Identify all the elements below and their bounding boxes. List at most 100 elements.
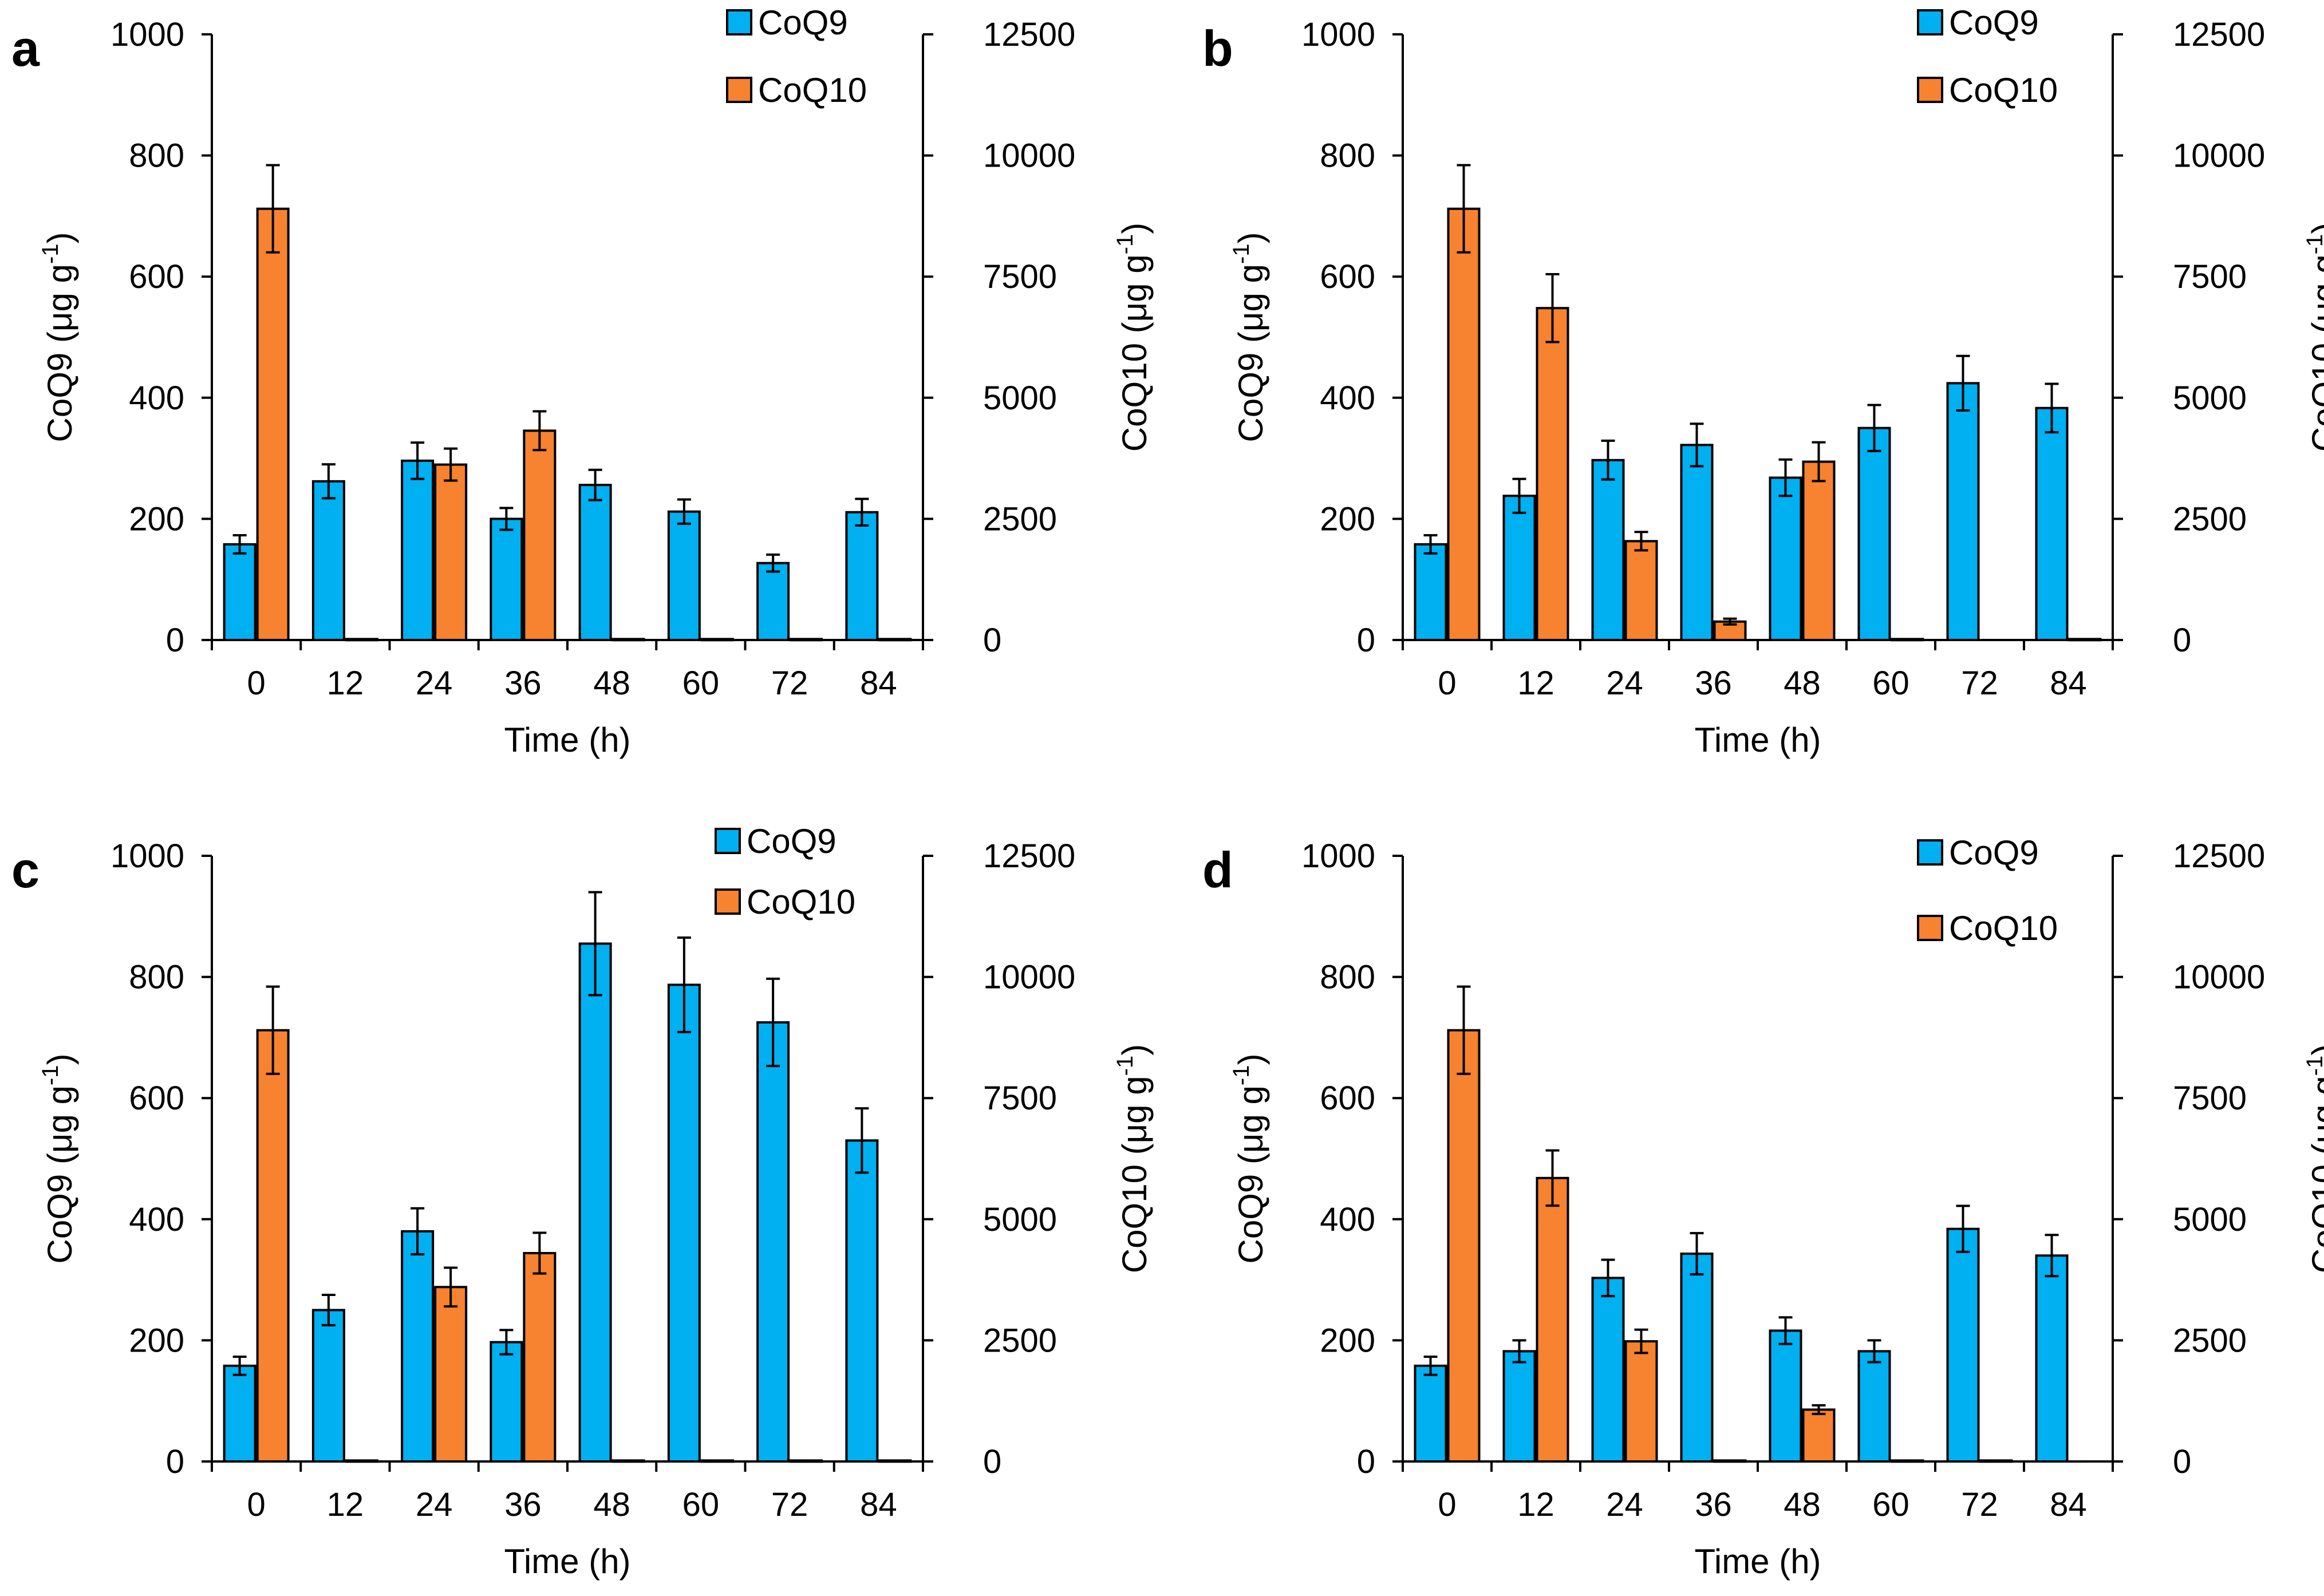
right-tick-label: 0 bbox=[2173, 1443, 2191, 1480]
left-axis-label-close: ) bbox=[41, 1054, 79, 1065]
left-tick-label: 400 bbox=[1320, 380, 1375, 417]
bar-coq10-t12 bbox=[1536, 1176, 1569, 1463]
left-tick-label: 600 bbox=[129, 1080, 184, 1117]
bar-coq9-t0 bbox=[1414, 543, 1447, 641]
x-tick-label: 0 bbox=[1438, 665, 1456, 702]
x-tick-label: 12 bbox=[327, 1486, 364, 1523]
legend-swatch-coq9 bbox=[726, 9, 752, 35]
bar-coq10-t24 bbox=[434, 463, 468, 641]
bar-coq9-t36 bbox=[490, 1341, 523, 1463]
left-tick-label: 800 bbox=[1320, 137, 1375, 175]
right-tick-label: 2500 bbox=[983, 500, 1057, 538]
bar-coq10-t12 bbox=[345, 638, 378, 642]
bar-coq9-t24 bbox=[401, 459, 435, 641]
x-tick-label: 48 bbox=[1784, 1486, 1821, 1523]
x-axis-label: Time (h) bbox=[504, 721, 630, 759]
x-tick-label: 0 bbox=[247, 1486, 265, 1523]
legend-label-coq9: CoQ9 bbox=[1949, 833, 2039, 872]
x-tick-label: 12 bbox=[327, 665, 364, 702]
bar-coq10-t72 bbox=[790, 638, 823, 642]
left-tick-label: 800 bbox=[129, 137, 184, 175]
right-tick-label: 2500 bbox=[983, 1322, 1057, 1359]
x-tick-label: 84 bbox=[2050, 1486, 2087, 1523]
legend-label-coq9: CoQ9 bbox=[1949, 3, 2039, 42]
left-axis-label: CoQ9 (μg g-1) bbox=[1229, 1054, 1270, 1264]
legend-swatch-coq9 bbox=[1917, 9, 1943, 35]
bar-coq10-t84 bbox=[878, 1459, 912, 1463]
right-tick-label: 5000 bbox=[2173, 1201, 2247, 1238]
legend-label-coq10: CoQ10 bbox=[758, 71, 867, 109]
bar-coq10-t48 bbox=[1802, 460, 1836, 641]
left-tick-label: 0 bbox=[166, 622, 184, 659]
x-tick-label: 36 bbox=[1695, 665, 1732, 702]
x-tick-label: 72 bbox=[771, 665, 808, 702]
right-tick-label: 2500 bbox=[2173, 500, 2247, 538]
right-tick-label: 5000 bbox=[2173, 380, 2247, 417]
left-axis-label-superscript: -1 bbox=[1229, 1065, 1254, 1086]
bar-coq9-t0 bbox=[223, 543, 257, 641]
left-tick-label: 800 bbox=[129, 959, 184, 996]
left-tick-label: 0 bbox=[1357, 1443, 1375, 1480]
right-axis-label-text: CoQ10 (μg g bbox=[1115, 254, 1154, 452]
right-tick-label: 0 bbox=[2173, 622, 2191, 659]
x-tick-label: 24 bbox=[416, 1486, 453, 1523]
bar-coq9-t48 bbox=[578, 484, 612, 641]
x-tick-label: 72 bbox=[771, 1486, 808, 1523]
legend-swatch-coq9 bbox=[715, 828, 741, 854]
left-tick-label: 0 bbox=[166, 1443, 184, 1480]
bar-coq10-t24 bbox=[1624, 1340, 1658, 1463]
x-tick-label: 84 bbox=[860, 1486, 897, 1523]
bar-coq10-t72 bbox=[1979, 1459, 2013, 1463]
bar-coq10-t48 bbox=[611, 1459, 645, 1463]
left-tick-label: 200 bbox=[129, 500, 184, 538]
right-tick-label: 0 bbox=[983, 1443, 1001, 1480]
bar-coq9-t24 bbox=[1591, 459, 1625, 641]
bar-coq9-t48 bbox=[1769, 476, 1802, 641]
left-axis-label-close: ) bbox=[41, 232, 79, 244]
bar-coq10-t60 bbox=[1891, 1459, 1924, 1463]
x-tick-label: 0 bbox=[1438, 1486, 1456, 1523]
bar-coq10-t0 bbox=[256, 1029, 290, 1463]
bar-coq10-t24 bbox=[1624, 540, 1658, 642]
bar-coq9-t12 bbox=[1502, 495, 1536, 641]
right-tick-label: 10000 bbox=[983, 959, 1075, 996]
x-axis-label: Time (h) bbox=[504, 1542, 630, 1581]
left-axis-label-text: CoQ9 (μg g bbox=[41, 1085, 79, 1263]
left-tick-label: 1000 bbox=[111, 837, 184, 875]
legend-swatch-coq10 bbox=[1917, 915, 1943, 941]
right-tick-label: 10000 bbox=[2173, 959, 2265, 996]
bar-coq10-t0 bbox=[1447, 207, 1481, 642]
left-axis-label-superscript: -1 bbox=[38, 244, 63, 264]
right-tick-label: 7500 bbox=[983, 1080, 1057, 1117]
right-axis-label: CoQ10 (μg g-1) bbox=[1112, 223, 1154, 452]
x-tick-label: 48 bbox=[1784, 665, 1821, 702]
panel-a: a020040060080010000250050007500100001250… bbox=[11, 3, 1154, 759]
panel-letter: b bbox=[1202, 20, 1233, 77]
bar-coq9-t12 bbox=[1502, 1350, 1536, 1463]
bar-coq9-t84 bbox=[845, 511, 879, 642]
right-axis-label: CoQ10 (μg g-1) bbox=[2302, 1044, 2324, 1273]
left-axis-label-close: ) bbox=[1232, 1054, 1270, 1065]
bar-coq9-t0 bbox=[1414, 1364, 1447, 1463]
x-tick-label: 60 bbox=[1872, 665, 1909, 702]
left-tick-label: 600 bbox=[1320, 258, 1375, 295]
left-axis-label-superscript: -1 bbox=[1229, 244, 1254, 264]
legend-swatch-coq10 bbox=[726, 77, 752, 103]
bar-coq9-t60 bbox=[1857, 426, 1891, 641]
right-axis-label-superscript: -1 bbox=[1112, 234, 1138, 255]
panel-letter: d bbox=[1202, 842, 1233, 898]
right-tick-label: 7500 bbox=[2173, 1080, 2247, 1117]
legend-swatch-coq10 bbox=[715, 888, 741, 915]
right-tick-label: 7500 bbox=[983, 258, 1057, 295]
bar-coq10-t36 bbox=[523, 429, 557, 642]
bar-coq10-t84 bbox=[2068, 638, 2102, 642]
right-tick-label: 2500 bbox=[2173, 1322, 2247, 1359]
x-tick-label: 60 bbox=[1872, 1486, 1909, 1523]
left-axis-label: CoQ9 (μg g-1) bbox=[1229, 232, 1270, 443]
panel-letter: a bbox=[11, 20, 40, 77]
right-tick-label: 12500 bbox=[2173, 16, 2265, 53]
panel-d: d020040060080010000250050007500100001250… bbox=[1202, 833, 2324, 1581]
left-tick-label: 400 bbox=[129, 1201, 184, 1238]
right-tick-label: 5000 bbox=[983, 1201, 1057, 1238]
